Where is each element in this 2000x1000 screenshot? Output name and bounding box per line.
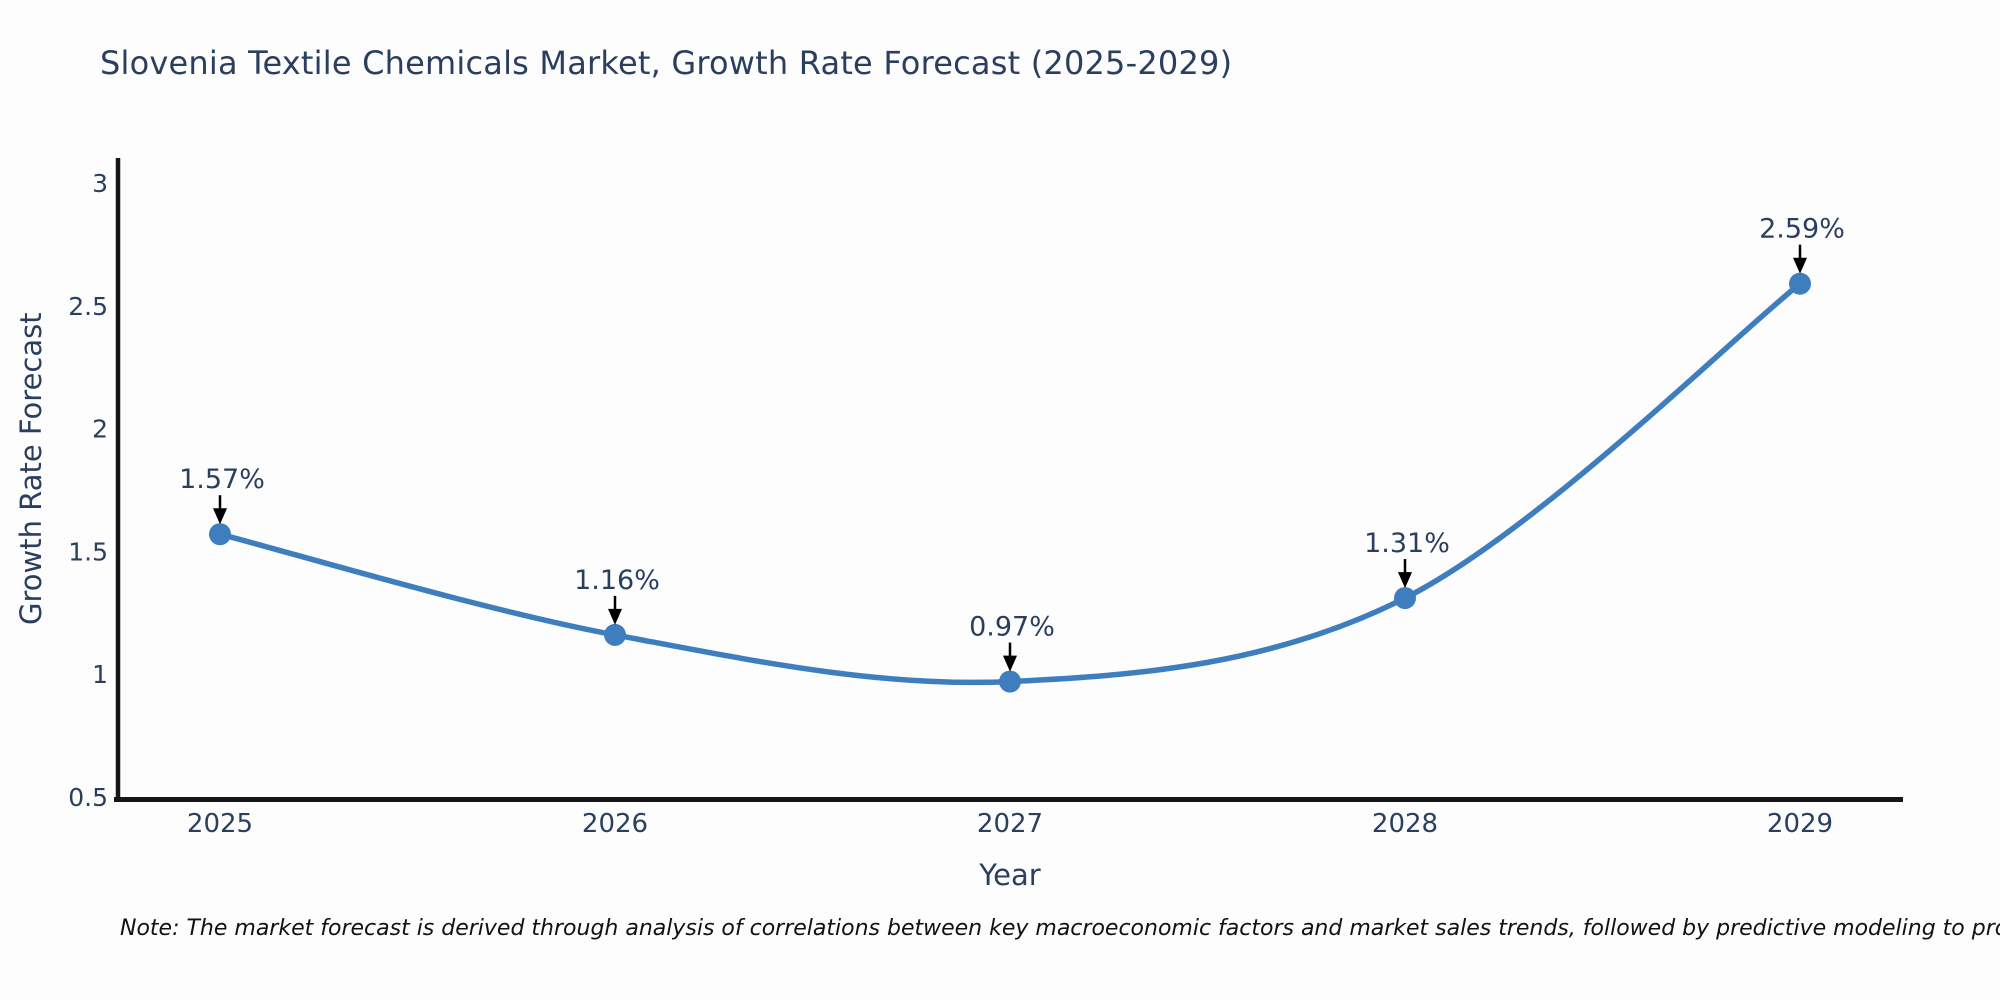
y-tick-label: 2 — [92, 415, 108, 444]
y-tick-label: 3 — [92, 169, 108, 198]
chart-title: Slovenia Textile Chemicals Market, Growt… — [100, 44, 1233, 82]
y-tick-label: 1.5 — [68, 537, 108, 566]
data-point-label: 1.16% — [574, 565, 660, 596]
annotation-arrow-head — [1793, 257, 1807, 274]
data-point-marker — [1789, 272, 1811, 295]
data-point-label: 1.31% — [1364, 528, 1450, 559]
data-point-label: 2.59% — [1759, 214, 1845, 245]
data-point-label: 0.97% — [969, 612, 1055, 643]
data-point-label: 1.57% — [179, 464, 265, 495]
data-point-marker — [999, 670, 1021, 693]
y-tick-label: 0.5 — [68, 783, 108, 812]
data-point-marker — [209, 523, 231, 546]
annotation-arrow-head — [1003, 655, 1017, 672]
data-point-marker — [1394, 587, 1416, 610]
y-tick-label: 1 — [92, 660, 108, 689]
x-tick-label: 2029 — [1767, 809, 1833, 839]
x-tick-label: 2026 — [582, 809, 648, 839]
x-tick-label: 2025 — [187, 809, 253, 839]
annotation-arrow-head — [213, 508, 227, 525]
x-tick-label: 2028 — [1372, 809, 1438, 839]
x-tick-label: 2027 — [977, 809, 1043, 839]
footnote: Note: The market forecast is derived thr… — [120, 916, 2000, 941]
annotation-arrow-head — [608, 608, 622, 625]
data-point-marker — [604, 623, 626, 646]
annotation-arrow-head — [1398, 572, 1412, 589]
x-axis-title: Year — [979, 858, 1041, 892]
y-tick-label: 2.5 — [68, 292, 108, 321]
